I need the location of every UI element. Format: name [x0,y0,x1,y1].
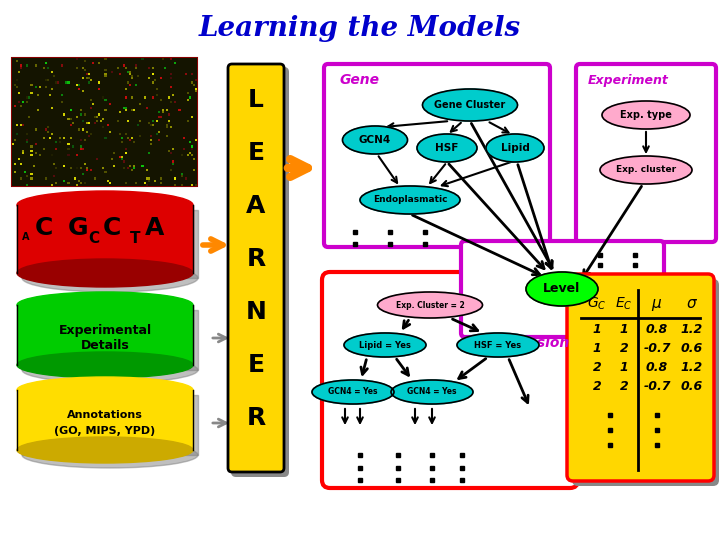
Text: C: C [88,231,99,246]
Text: Expression: Expression [485,336,570,350]
Ellipse shape [391,380,473,404]
Text: 2: 2 [620,380,629,393]
Ellipse shape [423,89,518,121]
Text: C: C [35,216,53,240]
Text: Lipid = Yes: Lipid = Yes [359,341,411,349]
Ellipse shape [17,191,193,219]
Text: T: T [130,231,140,246]
Text: L: L [248,88,264,112]
Text: 1.2: 1.2 [681,323,703,336]
Text: R: R [246,406,266,430]
Text: G: G [68,216,89,240]
Ellipse shape [17,377,193,403]
Ellipse shape [22,442,198,468]
Text: A: A [145,216,164,240]
Text: R: R [246,247,266,271]
Polygon shape [22,310,198,370]
Ellipse shape [17,437,193,463]
Text: 1: 1 [620,361,629,374]
Text: $\sigma$: $\sigma$ [686,296,698,311]
Polygon shape [17,390,193,450]
Text: A: A [246,194,266,218]
Ellipse shape [17,352,193,378]
Text: 0.6: 0.6 [681,342,703,355]
FancyBboxPatch shape [322,272,578,488]
Text: Exp. Cluster = 2: Exp. Cluster = 2 [395,300,464,309]
FancyBboxPatch shape [324,64,550,247]
Ellipse shape [377,292,482,318]
Ellipse shape [602,101,690,129]
Text: -0.7: -0.7 [643,380,671,393]
Text: N: N [246,300,266,324]
Text: C: C [103,216,122,240]
Text: 0.8: 0.8 [646,323,668,336]
Polygon shape [22,395,198,455]
Ellipse shape [417,134,477,162]
FancyBboxPatch shape [572,279,719,486]
Ellipse shape [526,272,598,306]
Text: 2: 2 [620,342,629,355]
FancyBboxPatch shape [228,64,284,472]
Text: GCN4: GCN4 [359,135,391,145]
Text: GCN4 = Yes: GCN4 = Yes [328,388,378,396]
Text: Experimental: Experimental [58,323,152,337]
Text: $E_C$: $E_C$ [615,296,633,313]
Ellipse shape [22,264,198,292]
Text: Level: Level [544,282,580,295]
FancyBboxPatch shape [567,274,714,481]
Text: HSF: HSF [436,143,459,153]
Text: Learning the Models: Learning the Models [199,15,521,42]
Text: 0.6: 0.6 [681,380,703,393]
Text: E: E [248,141,264,165]
Ellipse shape [457,333,539,357]
Text: HSF = Yes: HSF = Yes [474,341,521,349]
Text: Gene Cluster: Gene Cluster [434,100,505,110]
Text: Gene: Gene [340,73,380,87]
Ellipse shape [22,357,198,383]
Text: 2: 2 [593,380,601,393]
Text: 1: 1 [593,323,601,336]
Text: A: A [22,232,30,242]
Text: Lipid: Lipid [500,143,529,153]
Ellipse shape [17,259,193,287]
Ellipse shape [600,156,692,184]
Text: 1: 1 [620,323,629,336]
Polygon shape [17,305,193,365]
Ellipse shape [312,380,394,404]
Ellipse shape [343,126,408,154]
Text: Details: Details [81,339,130,352]
Text: Exp. cluster: Exp. cluster [616,165,676,174]
FancyBboxPatch shape [461,241,664,337]
Ellipse shape [360,186,460,214]
Text: (GO, MIPS, YPD): (GO, MIPS, YPD) [55,426,156,436]
Text: 0.8: 0.8 [646,361,668,374]
Text: $G_C$: $G_C$ [588,296,607,313]
Text: 1: 1 [593,342,601,355]
Ellipse shape [344,333,426,357]
Ellipse shape [17,292,193,318]
Text: $\mu$: $\mu$ [652,297,662,313]
Text: Annotations: Annotations [67,410,143,420]
Text: Experiment: Experiment [588,74,669,87]
Text: -0.7: -0.7 [643,342,671,355]
FancyBboxPatch shape [231,67,289,477]
Text: GCN4 = Yes: GCN4 = Yes [408,388,456,396]
Text: E: E [248,353,264,377]
FancyBboxPatch shape [576,64,716,242]
Ellipse shape [486,134,544,162]
Polygon shape [17,205,193,273]
Polygon shape [22,210,198,278]
Text: Endoplasmatic: Endoplasmatic [373,195,447,205]
Text: 1.2: 1.2 [681,361,703,374]
Text: Exp. type: Exp. type [620,110,672,120]
Text: 2: 2 [593,361,601,374]
